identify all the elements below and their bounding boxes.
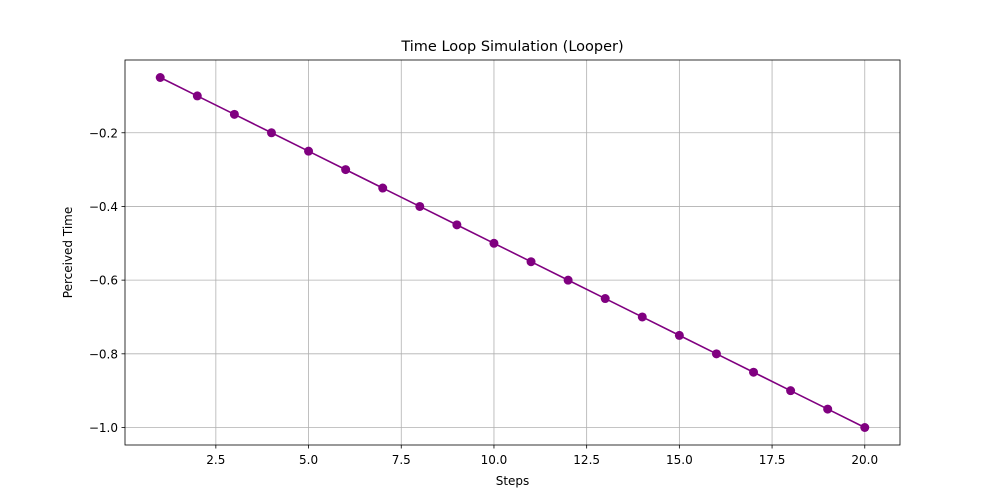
data-point (378, 183, 388, 193)
data-point (452, 220, 462, 230)
y-tick-label: −0.8 (89, 347, 118, 361)
x-tick-label: 10.0 (481, 453, 508, 467)
x-tick-label: 2.5 (206, 453, 225, 467)
data-point (526, 257, 536, 267)
x-tick-label: 5.0 (299, 453, 318, 467)
y-tick-label: −1.0 (89, 421, 118, 435)
data-point (823, 404, 833, 414)
x-tick-label: 15.0 (666, 453, 693, 467)
data-point (341, 165, 351, 175)
y-axis-ticks: −0.2 −0.4 −0.6 −0.8 −1.0 (89, 126, 125, 435)
data-point (860, 423, 870, 432)
x-tick-label: 12.5 (573, 453, 600, 467)
data-point (600, 294, 610, 304)
y-tick-label: −0.4 (89, 200, 118, 214)
y-tick-label: −0.6 (89, 274, 118, 288)
data-point (266, 128, 276, 138)
x-tick-label: 20.0 (851, 453, 878, 467)
axes-frame (124, 59, 901, 446)
data-point (674, 330, 684, 340)
data-point (192, 91, 202, 101)
data-point (415, 201, 425, 211)
data-point (229, 109, 239, 119)
x-tick-label: 17.5 (759, 453, 786, 467)
grid (125, 60, 900, 445)
x-axis-label: Steps (496, 474, 530, 488)
chart-title: Time Loop Simulation (Looper) (400, 39, 623, 55)
y-axis-label: Perceived Time (61, 207, 75, 298)
data-point (155, 73, 165, 82)
data-point (304, 146, 314, 156)
data-point (637, 312, 647, 322)
x-tick-label: 7.5 (392, 453, 411, 467)
data-point (749, 367, 759, 377)
data-point (489, 238, 499, 248)
series-line (159, 76, 866, 429)
y-tick-label: −0.2 (89, 126, 118, 140)
x-axis-ticks: 2.5 5.0 7.5 10.0 12.5 15.0 17.5 20.0 (206, 445, 878, 467)
plot-series (155, 73, 870, 432)
data-point (711, 349, 721, 359)
data-point (786, 386, 796, 396)
data-point (563, 275, 573, 285)
